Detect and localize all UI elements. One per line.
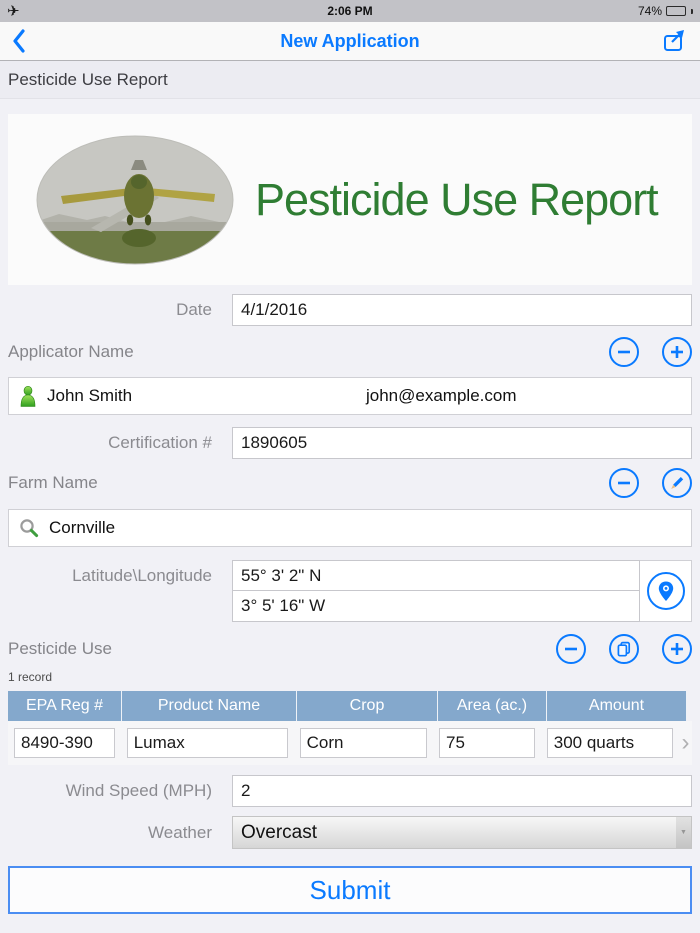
nav-bar: New Application (0, 22, 700, 61)
certification-row: Certification # 1890605 (8, 427, 692, 459)
applicator-section-header: Applicator Name (8, 337, 692, 367)
back-button[interactable] (12, 29, 26, 53)
minus-icon (565, 647, 577, 651)
wind-speed-label: Wind Speed (MPH) (65, 781, 212, 800)
person-icon (20, 385, 36, 407)
pesticide-table: EPA Reg # Product Name Crop Area (ac.) A… (8, 691, 692, 765)
col-header-area: Area (ac.) (438, 691, 547, 721)
minus-icon (618, 350, 630, 354)
longitude-input[interactable]: 3° 5' 16" W (232, 591, 640, 622)
weather-row: Weather Overcast ▼ (8, 816, 692, 849)
dropdown-arrow-icon: ▼ (676, 817, 691, 848)
status-bar: ✈ 2:06 PM 74% (0, 0, 700, 22)
table-header-row: EPA Reg # Product Name Crop Area (ac.) A… (8, 691, 692, 721)
row-detail-chevron[interactable]: › (679, 721, 692, 765)
hero-banner: Pesticide Use Report (8, 114, 692, 285)
plus-icon (671, 346, 683, 358)
breadcrumb: Pesticide Use Report (0, 61, 700, 99)
share-button[interactable] (662, 28, 688, 54)
share-export-icon (664, 30, 684, 51)
area-input[interactable]: 75 (439, 728, 535, 758)
breadcrumb-title: Pesticide Use Report (8, 69, 168, 89)
battery-nub (691, 8, 693, 14)
nav-title: New Application (280, 30, 420, 51)
farm-name-value: Cornville (49, 518, 116, 537)
date-label: Date (176, 300, 212, 319)
hero-title: Pesticide Use Report (255, 173, 659, 225)
crop-input[interactable]: Corn (299, 728, 427, 758)
col-header-crop: Crop (297, 691, 438, 721)
record-count: 1 record (8, 670, 53, 684)
wind-speed-input[interactable]: 2 (232, 775, 692, 807)
status-time: 2:06 PM (327, 4, 373, 18)
weather-label: Weather (148, 822, 212, 842)
wind-speed-row: Wind Speed (MPH) 2 (8, 775, 692, 807)
farm-edit-button[interactable] (662, 468, 692, 498)
search-icon (20, 519, 39, 538)
pesticide-section-header: Pesticide Use (8, 634, 692, 664)
applicator-add-button[interactable] (662, 337, 692, 367)
table-row: 8490-390 Lumax Corn 75 300 quarts › (8, 721, 692, 765)
back-chevron-icon (13, 29, 25, 53)
applicator-section-label: Applicator Name (8, 342, 134, 361)
latitude-input[interactable]: 55° 3' 2" N (232, 560, 640, 591)
col-header-spacer (687, 691, 692, 721)
applicator-remove-button[interactable] (609, 337, 639, 367)
weather-selected-value: Overcast (241, 821, 318, 843)
date-row: Date 4/1/2016 (8, 294, 692, 326)
pesticide-section-label: Pesticide Use (8, 639, 112, 658)
applicator-contact-row[interactable]: John Smith john@example.com (8, 377, 692, 415)
certification-input[interactable]: 1890605 (232, 427, 692, 459)
battery-percent: 74% (637, 4, 662, 18)
amount-input[interactable]: 300 quarts (546, 728, 674, 758)
plus-icon (671, 643, 683, 655)
copy-icon (617, 641, 631, 657)
applicator-email: john@example.com (366, 386, 517, 405)
farm-search-row[interactable]: Cornville (8, 509, 692, 547)
weather-select[interactable]: Overcast ▼ (232, 816, 692, 849)
pesticide-remove-button[interactable] (556, 634, 586, 664)
applicator-name: John Smith (47, 386, 133, 405)
epa-reg-input[interactable]: 8490-390 (14, 728, 115, 758)
latlong-label: Latitude\Longitude (72, 566, 212, 585)
col-header-amount: Amount (547, 691, 687, 721)
minus-icon (618, 481, 630, 485)
pencil-icon (671, 477, 684, 489)
col-header-product-name: Product Name (122, 691, 297, 721)
airplane-mode-icon: ✈ (7, 2, 20, 20)
product-name-input[interactable]: Lumax (126, 728, 288, 758)
farm-section-header: Farm Name (8, 468, 692, 498)
farm-section-label: Farm Name (8, 473, 98, 492)
col-header-epa-reg: EPA Reg # (8, 691, 122, 721)
pesticide-add-button[interactable] (662, 634, 692, 664)
locate-button[interactable] (646, 572, 685, 610)
pesticide-copy-button[interactable] (609, 634, 639, 664)
farm-remove-button[interactable] (609, 468, 639, 498)
certification-label: Certification # (108, 433, 212, 452)
submit-button[interactable]: Submit (8, 866, 692, 914)
battery-icon (666, 6, 686, 16)
map-pin-icon (658, 581, 673, 601)
latlong-block: Latitude\Longitude 55° 3' 2" N 3° 5' 16"… (8, 560, 692, 622)
crop-duster-image (36, 135, 234, 264)
date-input[interactable]: 4/1/2016 (232, 294, 692, 326)
location-pin-box (640, 560, 692, 622)
